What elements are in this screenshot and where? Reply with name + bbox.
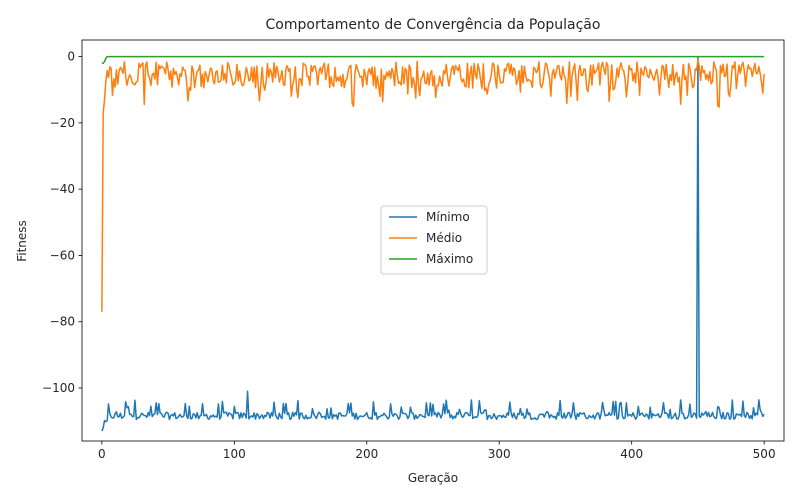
x-axis-label: Geração [408,471,458,485]
y-tick-label: −80 [50,315,75,329]
y-tick-label: 0 [67,50,75,64]
series-line-2 [101,59,765,312]
legend-box [380,205,488,275]
legend-entry: Médio [426,231,462,245]
y-tick-label: −60 [50,248,75,262]
y-tick-label: −20 [50,116,75,130]
x-tick-label: 400 [620,447,643,461]
y-tick-label: −40 [50,182,75,196]
series-line-3 [101,55,765,64]
x-tick-label: 0 [98,447,106,461]
legend-entry: Mínimo [426,210,470,224]
x-tick-label: 100 [223,447,246,461]
series-line-1 [101,55,765,432]
plot-area [101,55,765,432]
x-tick-label: 300 [488,447,511,461]
y-axis-label: Fitness [15,220,29,262]
axes: 0 100 200 300 400 500 0 −20 −40 −60 −80 −100 [42,39,785,461]
x-tick-label: 200 [355,447,378,461]
x-tick-label: 500 [753,447,776,461]
chart-title: Comportamento de Convergência da Populaç… [266,17,601,33]
plot-frame [81,39,785,442]
legend: Mínimo Médio Máximo [380,205,488,275]
y-tick-label: −100 [42,381,75,395]
legend-entry: Máximo [426,252,473,266]
